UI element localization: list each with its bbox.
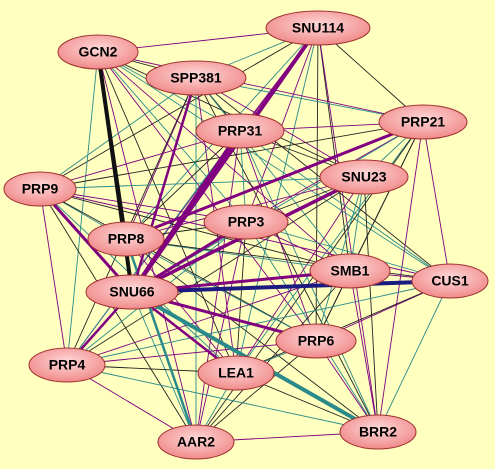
node-label: PRP21 <box>401 114 446 130</box>
node <box>319 159 409 195</box>
edge <box>39 77 197 190</box>
node <box>378 104 468 140</box>
node <box>275 323 357 359</box>
node <box>265 10 371 46</box>
edge <box>125 238 451 282</box>
edge <box>349 270 379 433</box>
edge <box>195 221 247 443</box>
node <box>85 274 179 310</box>
node <box>87 221 165 257</box>
edge-strong <box>131 279 451 294</box>
node-label: AAR2 <box>177 434 215 450</box>
edge <box>377 280 451 433</box>
node-label: CUS1 <box>431 273 469 289</box>
edge-strong <box>130 77 198 293</box>
node-label: LEA1 <box>218 365 254 381</box>
edge <box>66 340 317 366</box>
edge <box>125 130 241 240</box>
edge <box>363 176 379 433</box>
node <box>339 414 417 450</box>
node <box>203 204 289 240</box>
node <box>57 34 139 70</box>
node-label: SNU66 <box>109 284 154 300</box>
edge <box>195 130 241 443</box>
edge-strong <box>130 129 242 294</box>
node-label: SNU114 <box>292 20 344 36</box>
edge <box>235 27 319 374</box>
node-label: GCN2 <box>79 44 118 60</box>
edge <box>422 121 451 282</box>
edge <box>66 364 379 433</box>
node <box>3 171 77 207</box>
node-label: SPP381 <box>170 70 222 86</box>
edge <box>66 51 99 366</box>
edge <box>195 340 317 443</box>
node <box>195 113 285 149</box>
edges <box>38 26 451 443</box>
edge <box>235 221 247 374</box>
edge <box>39 188 68 366</box>
edge <box>39 188 197 443</box>
edge <box>317 27 379 433</box>
edge <box>39 27 319 190</box>
node <box>28 347 106 383</box>
edge <box>195 270 351 443</box>
edge <box>97 51 247 223</box>
edge <box>97 51 317 342</box>
edge <box>235 280 451 374</box>
node-label: PRP6 <box>298 333 335 349</box>
node-label: PRP8 <box>108 231 145 247</box>
edge <box>315 27 319 342</box>
node <box>309 253 391 289</box>
node-label: SMB1 <box>331 263 370 279</box>
node-label: PRP3 <box>228 214 265 230</box>
edge-strong <box>38 188 134 293</box>
edge <box>66 176 365 366</box>
node-label: SNU23 <box>341 169 386 185</box>
edge <box>245 27 319 223</box>
node-label: PRP9 <box>22 181 59 197</box>
edge <box>195 77 351 272</box>
edge <box>39 188 351 272</box>
edge-strong <box>125 120 424 241</box>
edge <box>131 291 197 443</box>
edge-strong <box>96 51 128 240</box>
edge <box>97 51 424 123</box>
node-label: PRP4 <box>49 357 86 373</box>
node <box>157 424 235 460</box>
edge <box>66 280 451 366</box>
edge <box>317 27 351 272</box>
edge <box>66 77 197 366</box>
node-label: PRP31 <box>218 123 263 139</box>
edge <box>39 121 424 190</box>
edge <box>239 130 317 342</box>
edge <box>377 121 424 433</box>
node <box>145 60 247 96</box>
nodes: SNU114 GCN2 SPP381 PRP21 PRP31 SNU23 PRP9 PRP3 P… <box>3 10 489 460</box>
edge <box>97 51 451 282</box>
node-label: BRR2 <box>359 424 397 440</box>
node <box>197 355 275 391</box>
edge <box>39 176 365 190</box>
node <box>411 263 489 299</box>
